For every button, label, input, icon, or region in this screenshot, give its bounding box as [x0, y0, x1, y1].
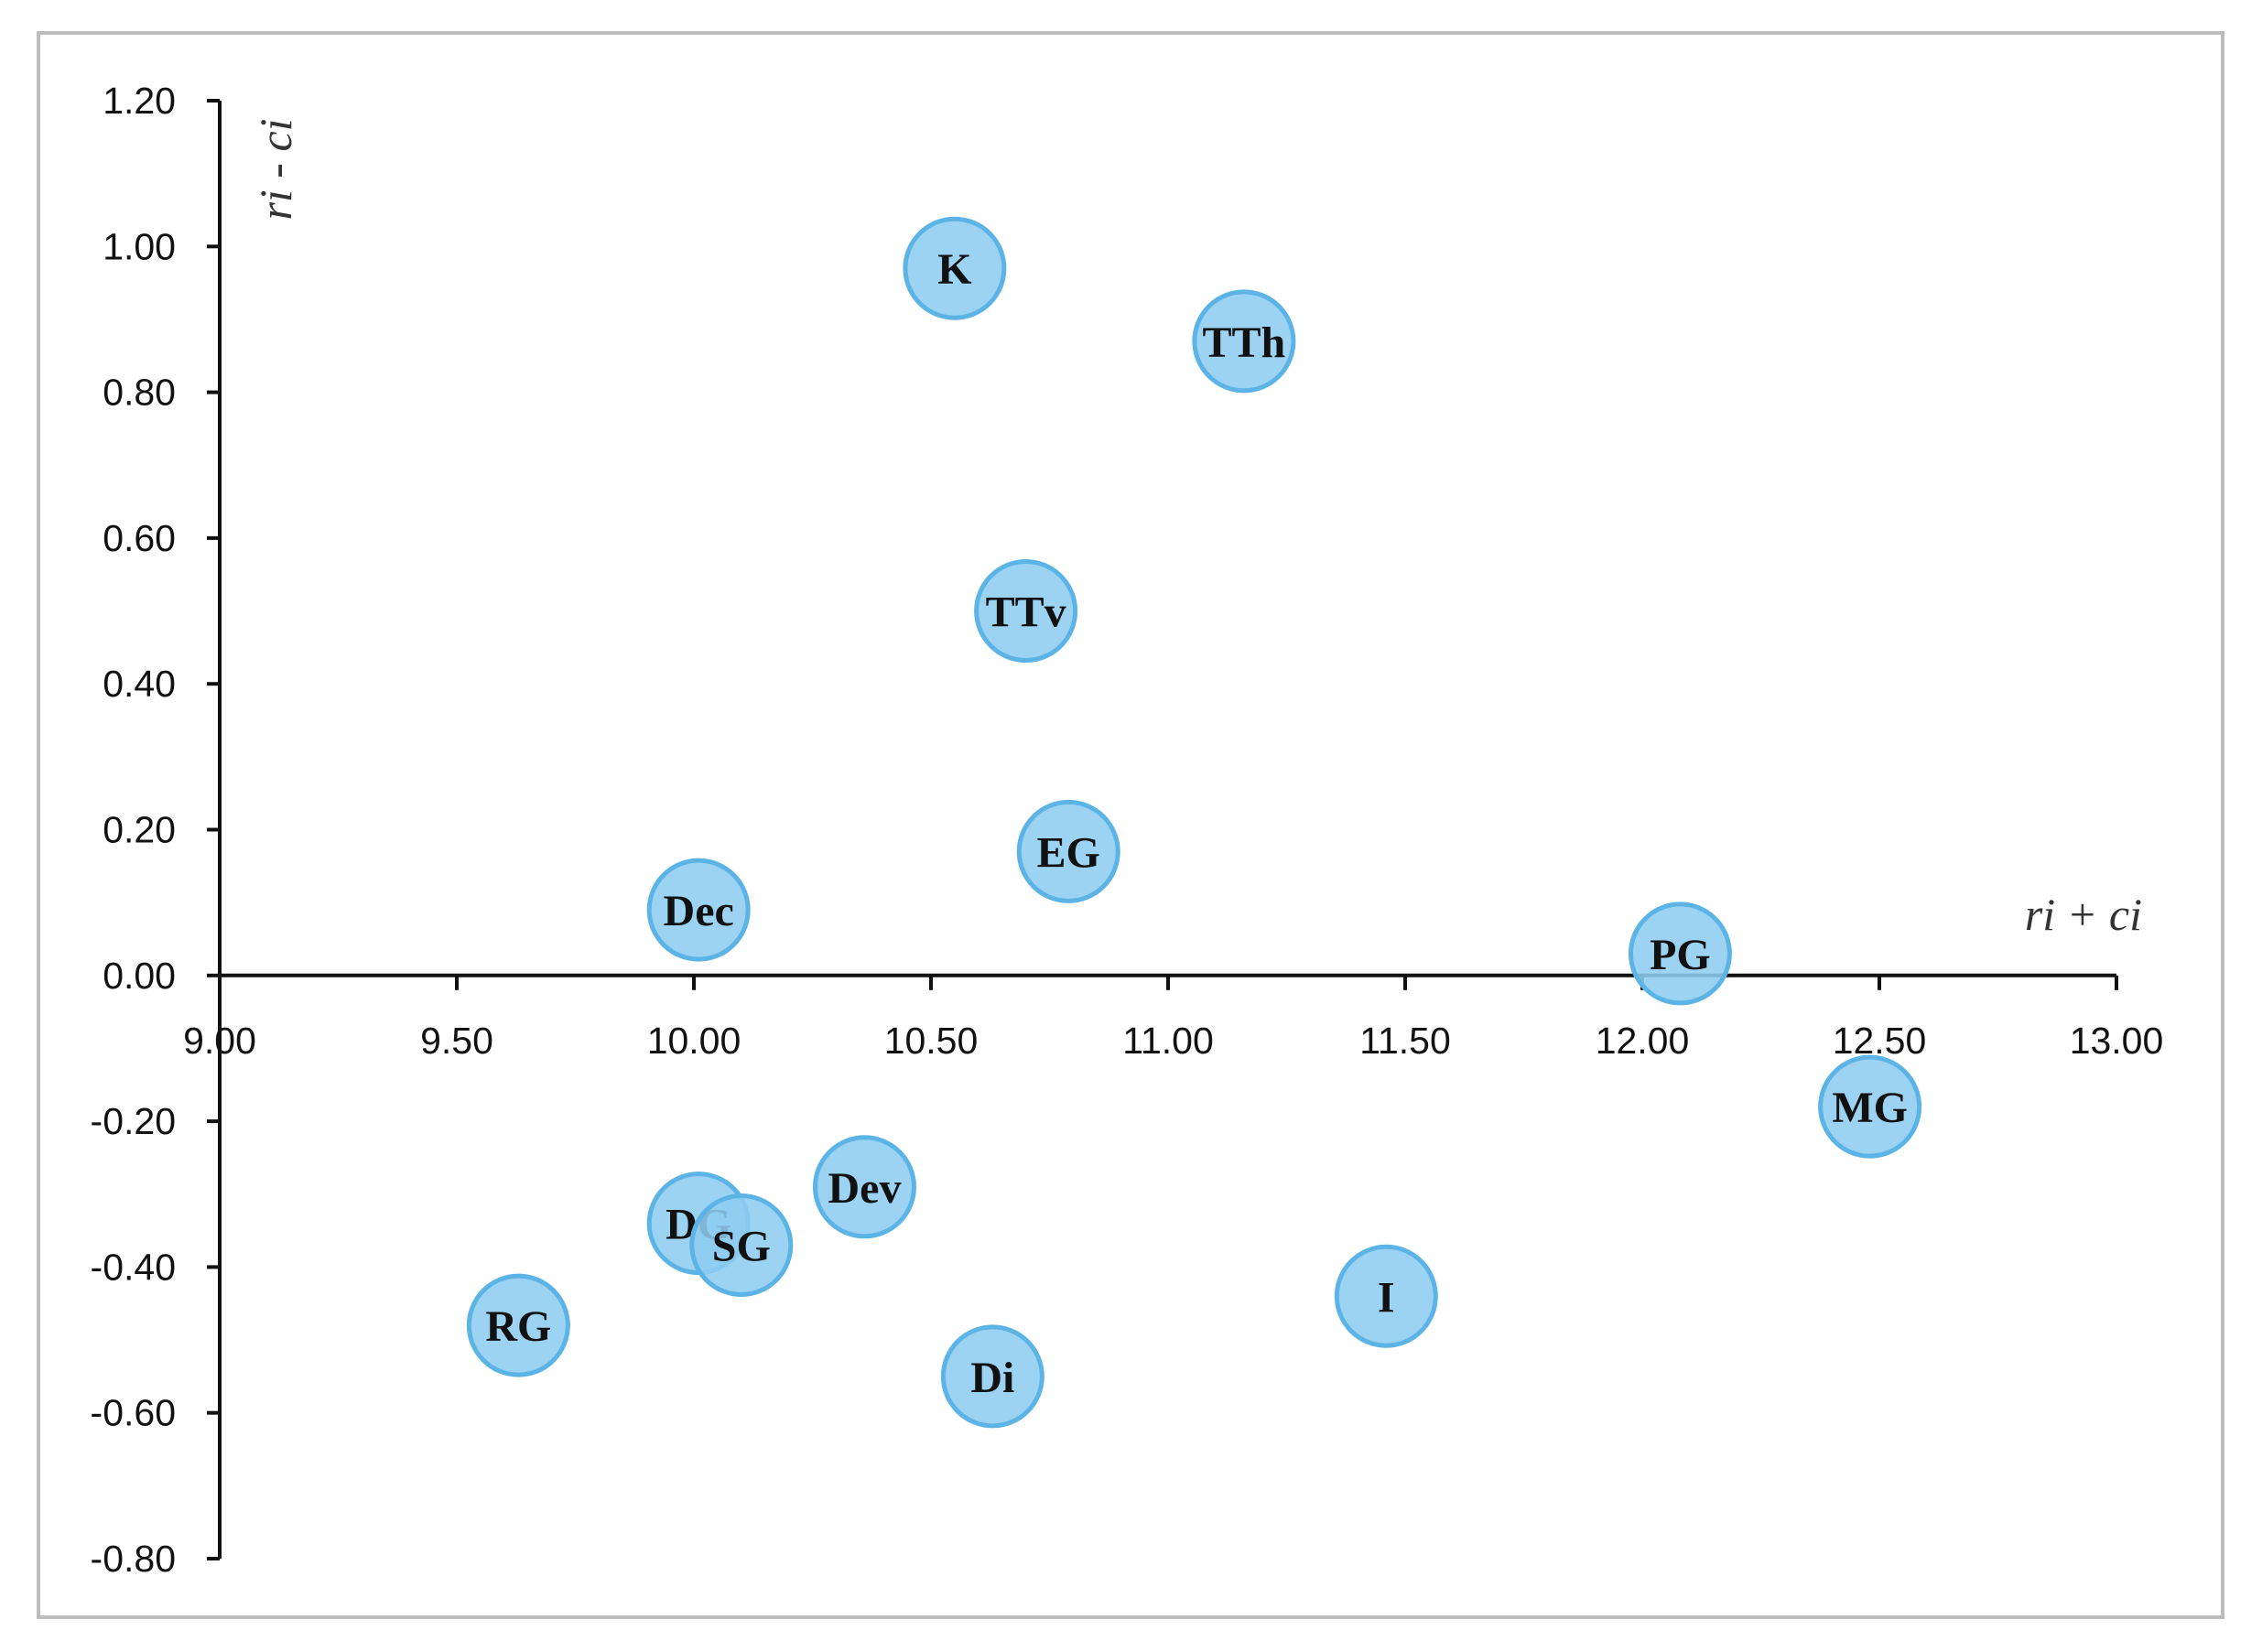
- data-point: [1334, 1244, 1438, 1348]
- data-point: [940, 1324, 1044, 1429]
- x-tick-label: 9.00: [183, 1020, 256, 1062]
- data-point: [689, 1193, 794, 1298]
- tick-labels: 1.20 1.00 0.80 0.60 0.40 0.20 0.00 -0.20 -0.40 -0…: [91, 80, 2164, 1580]
- data-point: [812, 1135, 916, 1239]
- data-points: KTThTTvEGDecPGMGDevDGSGIRGDi: [466, 216, 1922, 1429]
- data-point: [1192, 289, 1296, 394]
- y-tick-label: 0.20: [103, 809, 176, 851]
- data-point-label: Di: [970, 1354, 1014, 1402]
- data-point: [1016, 799, 1120, 903]
- data-point-label: K: [937, 245, 971, 294]
- chart-frame: [37, 31, 2224, 1619]
- data-point-label: I: [1378, 1273, 1395, 1322]
- y-tick-label: 1.20: [103, 80, 176, 122]
- data-point-label: SG: [712, 1223, 771, 1271]
- x-tick-label: 13.00: [2070, 1020, 2164, 1062]
- data-point-label: PG: [1650, 931, 1711, 979]
- data-point-label: Dec: [664, 887, 734, 935]
- x-tick-label: 9.50: [420, 1020, 493, 1062]
- y-tick-label: 0.40: [103, 663, 176, 705]
- data-point-label: Dev: [828, 1164, 901, 1213]
- x-tick-label: 10.00: [647, 1020, 741, 1062]
- data-point-label: TTh: [1203, 319, 1286, 367]
- data-point-label: RG: [485, 1302, 551, 1351]
- data-point: [974, 559, 1078, 664]
- data-point-label: TTv: [986, 588, 1066, 637]
- y-tick-label: 1.00: [103, 225, 176, 267]
- x-axis-title: ri + ci: [2025, 889, 2142, 940]
- y-axis-title: ri - ci: [250, 118, 301, 220]
- data-point: [1628, 902, 1732, 1006]
- data-point: [646, 858, 751, 962]
- y-tick-label: 0.60: [103, 517, 176, 559]
- x-tick-label: 11.50: [1359, 1020, 1451, 1062]
- x-tick-label: 12.50: [1833, 1020, 1927, 1062]
- data-point-label: MG: [1832, 1084, 1908, 1132]
- x-tick-label: 10.50: [884, 1020, 979, 1062]
- y-tick-label: 0.00: [103, 955, 176, 997]
- data-point-label: EG: [1037, 828, 1100, 877]
- y-tick-label: 0.80: [103, 372, 176, 414]
- y-tick-label: -0.40: [91, 1246, 176, 1288]
- y-tick-label: -0.60: [91, 1392, 176, 1434]
- y-tick-label: -0.20: [91, 1100, 176, 1142]
- data-point: [466, 1273, 570, 1377]
- data-point: [1818, 1054, 1922, 1159]
- axes: [207, 99, 2118, 1560]
- x-tick-label: 12.00: [1596, 1020, 1690, 1062]
- x-tick-label: 11.00: [1122, 1020, 1214, 1062]
- y-tick-label: -0.80: [91, 1538, 176, 1580]
- data-point: [903, 216, 1007, 320]
